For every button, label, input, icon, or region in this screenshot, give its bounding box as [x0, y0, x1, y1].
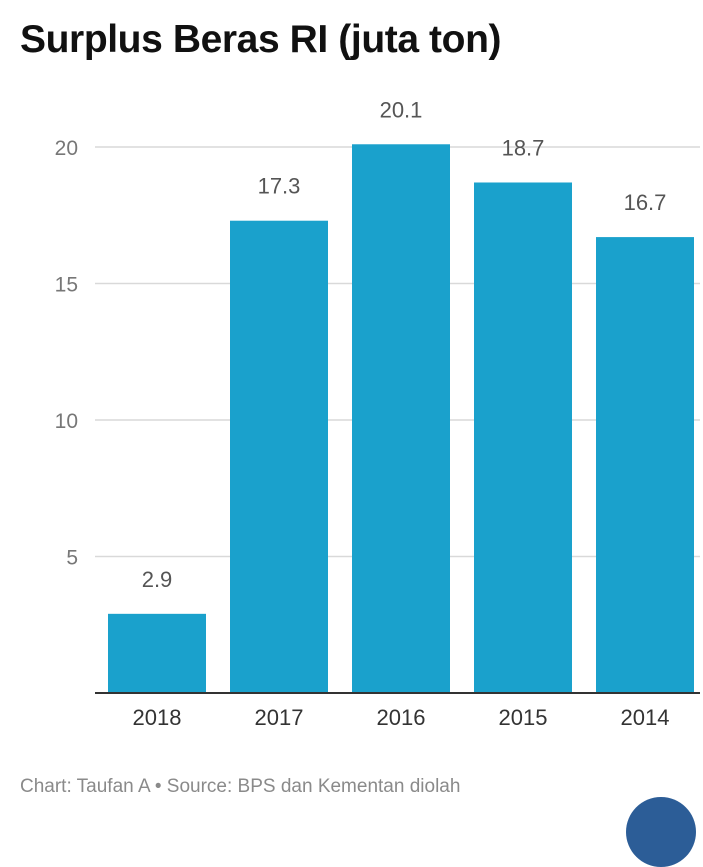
y-tick-label: 15 — [55, 274, 78, 297]
bar-2015 — [474, 182, 572, 694]
axes: 5 10 15 20 2018 2017 2016 2015 2014 — [55, 137, 700, 730]
bar-2014 — [596, 237, 694, 693]
data-label-2015: 18.7 — [502, 135, 545, 160]
y-tick-label: 5 — [66, 547, 78, 570]
x-tick-label: 2018 — [133, 705, 182, 730]
bar-2016 — [352, 144, 450, 693]
share-badge[interactable] — [626, 797, 696, 867]
bar-chart: 2.9 17.3 20.1 18.7 16.7 5 10 15 20 2018 2017 2016 2… — [55, 97, 700, 730]
y-tick-label: 20 — [55, 137, 78, 160]
bar-2017 — [230, 220, 328, 693]
bar-2018 — [108, 613, 206, 693]
data-label-2017: 17.3 — [258, 174, 301, 199]
data-labels: 2.9 17.3 20.1 18.7 16.7 — [142, 97, 667, 592]
y-tick-label: 10 — [55, 410, 78, 433]
chart-credit: Chart: Taufan A • Source: BPS dan Kement… — [20, 776, 461, 797]
bars — [108, 144, 694, 694]
x-tick-label: 2014 — [621, 705, 670, 730]
x-tick-label: 2016 — [377, 705, 426, 730]
data-label-2014: 16.7 — [624, 190, 667, 215]
x-tick-label: 2015 — [499, 705, 548, 730]
chart-title: Surplus Beras RI (juta ton) — [20, 18, 502, 61]
data-label-2016: 20.1 — [380, 97, 423, 122]
x-tick-label: 2017 — [255, 705, 304, 730]
data-label-2018: 2.9 — [142, 567, 173, 592]
